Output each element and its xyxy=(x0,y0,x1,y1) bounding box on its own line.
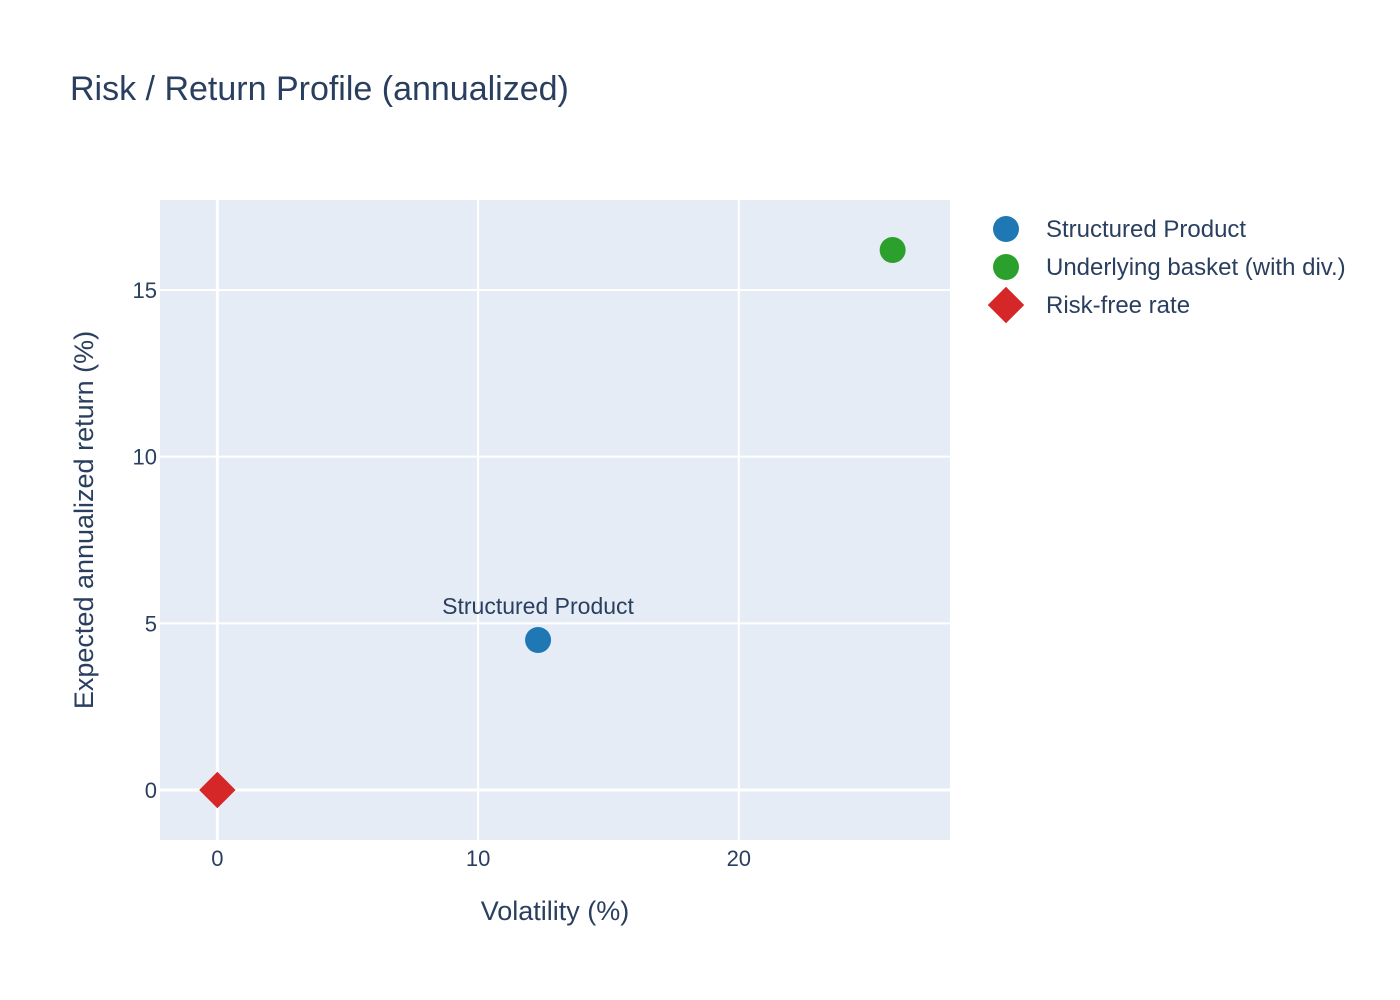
x-axis-ticks: 0 10 20 xyxy=(211,846,751,871)
legend-item-3[interactable]: Risk-free rate xyxy=(987,286,1190,324)
legend-label: Risk-free rate xyxy=(1046,292,1190,319)
y-tick-label: 5 xyxy=(145,611,157,636)
y-tick-label: 0 xyxy=(145,778,157,803)
legend-marker[interactable] xyxy=(987,286,1025,324)
x-axis-title: Volatility (%) xyxy=(481,896,630,926)
chart-title: Risk / Return Profile (annualized) xyxy=(70,70,569,108)
data-point-2[interactable] xyxy=(879,237,906,263)
y-axis-title: Expected annualized return (%) xyxy=(69,331,99,709)
x-tick-label: 20 xyxy=(727,846,751,871)
data-point-1[interactable] xyxy=(525,627,552,653)
gridlines xyxy=(160,200,950,840)
legend-label: Underlying basket (with div.) xyxy=(1046,254,1346,281)
legend-marker[interactable] xyxy=(993,216,1019,242)
legend-item-2[interactable]: Underlying basket (with div.) xyxy=(993,254,1346,281)
legend-marker[interactable] xyxy=(993,254,1019,280)
y-axis-ticks: 0 5 10 15 xyxy=(133,278,157,803)
data-points: Structured Product xyxy=(199,237,906,809)
legend-label: Structured Product xyxy=(1046,216,1246,243)
x-tick-label: 0 xyxy=(211,846,223,871)
data-label: Structured Product xyxy=(442,593,634,619)
plot-area xyxy=(160,200,950,840)
legend-item-1[interactable]: Structured Product xyxy=(993,216,1246,243)
y-tick-label: 10 xyxy=(133,445,157,470)
data-point-3[interactable] xyxy=(199,771,236,809)
y-tick-label: 15 xyxy=(133,278,157,303)
x-tick-label: 10 xyxy=(466,846,490,871)
legend[interactable]: Structured Product Underlying basket (wit… xyxy=(987,216,1346,324)
